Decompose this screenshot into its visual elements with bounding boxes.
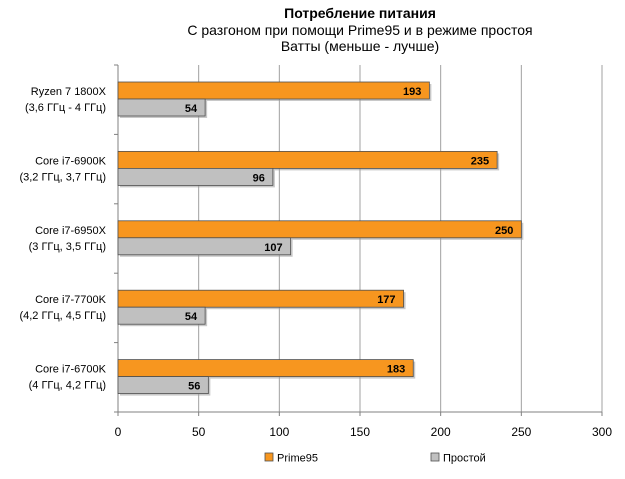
- data-label: 56: [188, 381, 200, 393]
- category-label-line-1: Core i7-6700K: [35, 364, 107, 376]
- category-label-line-2: (4,2 ГГц, 4,5 ГГц): [19, 310, 106, 322]
- chart-subtitle-line-2: Ватты (меньше - лучше): [280, 38, 440, 54]
- category-label-line-2: (3 ГГц, 3,5 ГГц): [29, 241, 106, 253]
- bar-prime95: [117, 150, 498, 169]
- x-tick-label: 200: [431, 425, 451, 439]
- chart-subtitle-line-1: С разгоном при помощи Prime95 и в режиме…: [187, 22, 533, 38]
- data-label: 96: [253, 172, 265, 184]
- legend-label: Prime95: [277, 453, 318, 465]
- category-label-line-1: Core i7-7700K: [35, 294, 107, 306]
- category-label-line-1: Core i7-6950X: [35, 225, 107, 237]
- data-label: 177: [377, 294, 395, 306]
- category-label-line-2: (4 ГГц, 4,2 ГГц): [29, 380, 106, 392]
- category-label-line-2: (3,6 ГГц - 4 ГГц): [25, 102, 106, 114]
- category-label-line-2: (3,2 ГГц, 3,7 ГГц): [19, 171, 106, 183]
- data-label: 193: [403, 86, 421, 98]
- category-label-line-1: Ryzen 7 1800X: [31, 86, 107, 98]
- category-label-line-1: Core i7-6900K: [35, 155, 107, 167]
- data-label: 107: [264, 242, 282, 254]
- bar-idle: [117, 98, 206, 117]
- data-label: 183: [387, 364, 405, 376]
- x-tick-label: 250: [511, 425, 531, 439]
- x-tick-label: 50: [192, 425, 206, 439]
- bar-idle: [117, 306, 206, 325]
- bar-prime95: [117, 289, 404, 308]
- chart-title: Потребление питания: [284, 5, 436, 21]
- bar-prime95: [117, 359, 414, 378]
- bar-prime95: [117, 220, 522, 239]
- bar-idle: [117, 376, 209, 395]
- data-label: 250: [495, 225, 513, 237]
- bar-idle: [117, 167, 274, 186]
- legend-swatch: [264, 452, 274, 462]
- x-tick-label: 150: [350, 425, 370, 439]
- data-label: 235: [471, 155, 489, 167]
- data-label: 54: [185, 103, 198, 115]
- data-label: 54: [185, 311, 198, 323]
- legend-label: Простой: [443, 453, 486, 465]
- x-tick-label: 100: [269, 425, 289, 439]
- bar-prime95: [117, 81, 430, 100]
- legend-swatch: [430, 452, 440, 462]
- bar-idle: [117, 237, 292, 256]
- x-tick-label: 0: [115, 425, 122, 439]
- x-tick-label: 300: [592, 425, 612, 439]
